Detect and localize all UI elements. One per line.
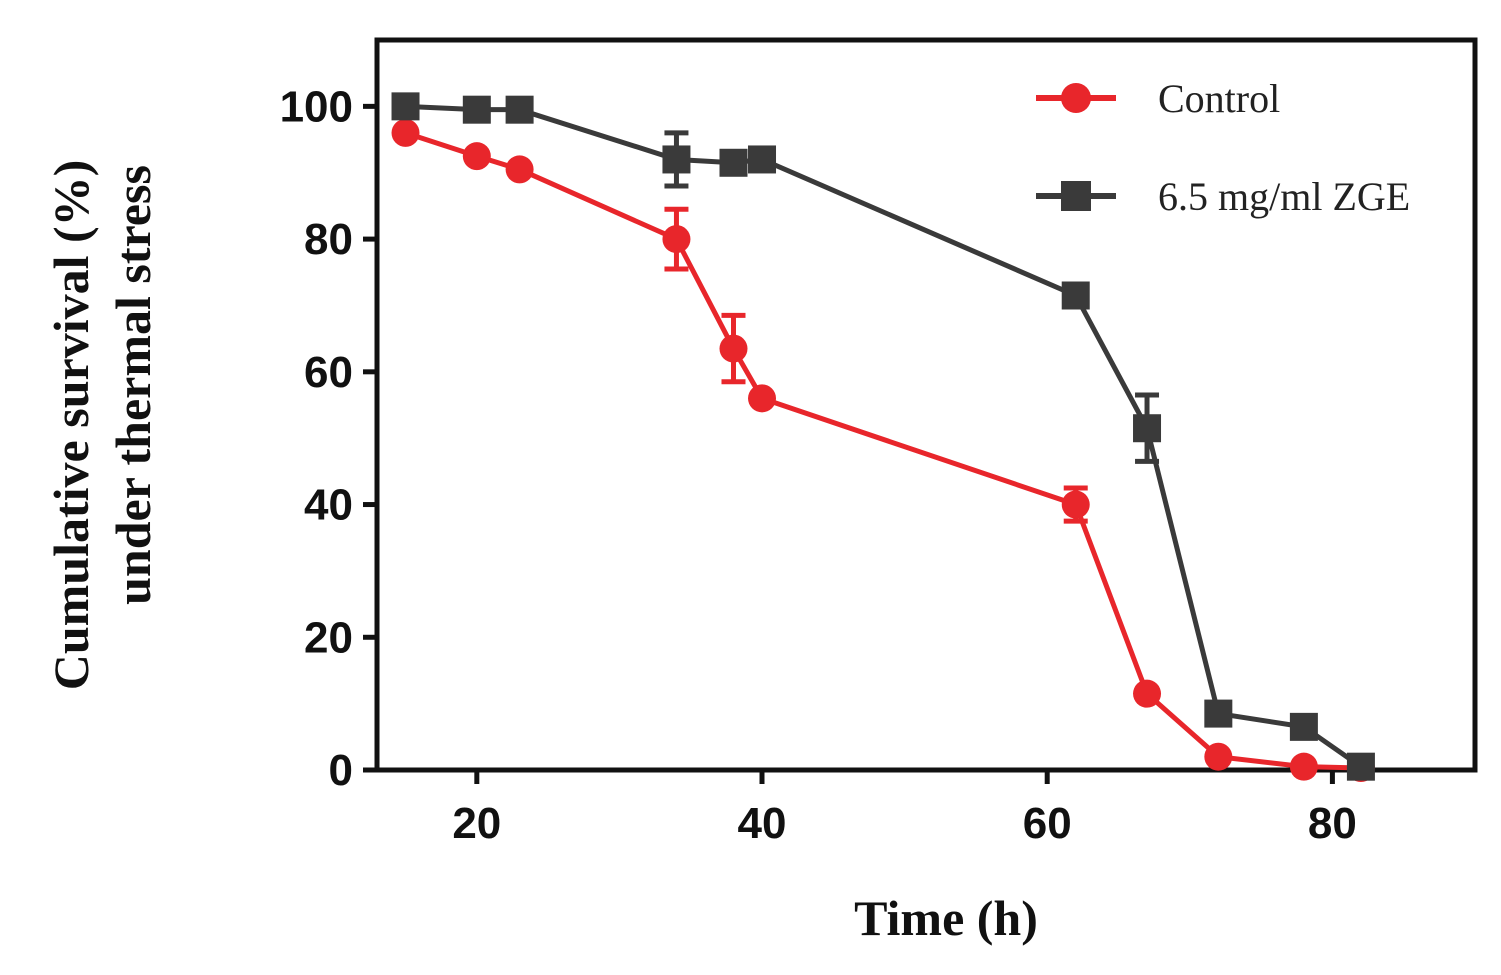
data-point bbox=[1204, 699, 1233, 728]
data-point bbox=[1204, 742, 1233, 771]
legend-item-zge: 6.5 mg/ml ZGE bbox=[1036, 174, 1410, 219]
data-point bbox=[1061, 281, 1090, 310]
y-tick-label: 40 bbox=[304, 481, 353, 530]
legend-marker bbox=[1061, 83, 1091, 113]
series-line bbox=[404, 130, 1361, 771]
data-point bbox=[1133, 679, 1162, 708]
data-point bbox=[1289, 752, 1318, 781]
data-point bbox=[748, 384, 777, 413]
y-tick-label: 80 bbox=[304, 215, 353, 264]
legend-marker bbox=[1061, 181, 1091, 211]
x-axis-title: Time (h) bbox=[854, 890, 1038, 946]
data-point bbox=[719, 148, 748, 177]
y-axis-title-line2: under thermal stress bbox=[105, 165, 161, 605]
data-point bbox=[1061, 490, 1090, 519]
data-point bbox=[719, 334, 748, 363]
data-point bbox=[748, 145, 777, 174]
legend-item-control: Control bbox=[1036, 76, 1280, 121]
data-point bbox=[1133, 414, 1162, 443]
data-point bbox=[1346, 752, 1375, 781]
plot-frame bbox=[374, 37, 1478, 773]
x-tick-label: 40 bbox=[738, 799, 787, 848]
y-tick-label: 100 bbox=[280, 82, 353, 131]
y-axis-title-line1: Cumulative survival (%) bbox=[43, 160, 99, 691]
axes: 0 20 40 60 80 100 20 40 60 80 bbox=[280, 37, 1478, 848]
x-tick-label: 80 bbox=[1308, 799, 1357, 848]
data-point bbox=[1289, 712, 1318, 741]
data-point bbox=[462, 95, 491, 124]
legend-label: Control bbox=[1158, 76, 1280, 121]
series-zge bbox=[391, 92, 1375, 781]
y-tick-label: 20 bbox=[304, 613, 353, 662]
data-point bbox=[391, 92, 420, 121]
data-point bbox=[462, 142, 491, 171]
data-point bbox=[662, 145, 691, 174]
y-tick-label: 60 bbox=[304, 348, 353, 397]
x-tick-label: 60 bbox=[1023, 799, 1072, 848]
y-tick-label: 0 bbox=[329, 746, 353, 795]
legend: Control 6.5 mg/ml ZGE bbox=[1036, 76, 1410, 219]
data-point bbox=[662, 225, 691, 254]
data-point bbox=[505, 155, 534, 184]
x-tick-label: 20 bbox=[452, 799, 501, 848]
data-point bbox=[505, 95, 534, 124]
legend-label: 6.5 mg/ml ZGE bbox=[1158, 174, 1410, 219]
data-point bbox=[391, 118, 420, 147]
series-layer bbox=[391, 92, 1375, 783]
